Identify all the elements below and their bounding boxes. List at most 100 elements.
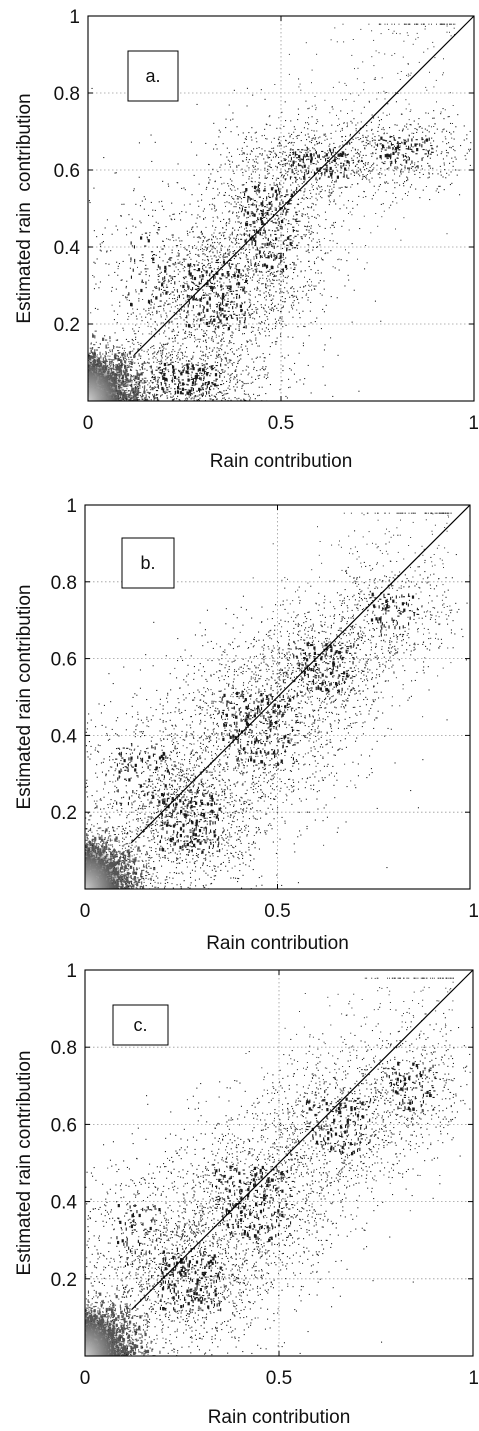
scatter-point <box>359 175 361 177</box>
scatter-point <box>264 98 266 100</box>
scatter-point <box>218 312 220 314</box>
scatter-point <box>200 230 202 232</box>
scatter-point <box>177 342 179 344</box>
scatter-point <box>218 243 220 245</box>
scatter-point <box>251 308 253 310</box>
scatter-point <box>329 240 331 242</box>
scatter-point <box>337 164 339 166</box>
scatter-point <box>248 206 250 208</box>
scatter-point <box>172 395 174 397</box>
scatter-point <box>227 373 229 375</box>
scatter-point <box>255 161 257 163</box>
scatter-point <box>207 256 209 258</box>
scatter-point <box>411 139 413 141</box>
scatter-point <box>183 266 185 268</box>
scatter-point <box>210 354 212 356</box>
scatter-point <box>134 376 136 378</box>
scatter-point <box>379 177 381 179</box>
scatter-point <box>386 155 388 160</box>
scatter-point <box>245 254 247 256</box>
scatter-point <box>382 163 384 165</box>
scatter-point <box>202 368 205 372</box>
scatter-point <box>170 293 172 295</box>
scatter-point <box>293 295 295 297</box>
scatter-point <box>280 253 282 257</box>
scatter-point <box>323 168 326 170</box>
scatter-point <box>368 170 370 172</box>
scatter-point <box>322 259 324 261</box>
scatter-point <box>197 249 199 251</box>
scatter-point <box>201 363 203 365</box>
scatter-point <box>182 354 184 356</box>
scatter-point <box>384 140 388 142</box>
scatter-point <box>194 288 198 290</box>
scatter-point <box>450 147 452 149</box>
scatter-point <box>255 255 257 257</box>
scatter-point <box>188 324 191 328</box>
scatter-point <box>198 399 200 401</box>
scatter-point <box>297 198 299 200</box>
scatter-point <box>446 143 448 145</box>
scatter-point <box>302 345 304 347</box>
scatter-point <box>242 205 244 207</box>
scatter-point <box>135 396 138 400</box>
scatter-point <box>290 157 292 161</box>
scatter-point <box>118 346 121 348</box>
scatter-point <box>289 176 291 180</box>
scatter-point <box>265 264 269 268</box>
scatter-point <box>394 166 396 168</box>
scatter-point <box>189 203 191 205</box>
scatter-point <box>427 162 429 164</box>
scatter-point <box>128 351 131 355</box>
scatter-point <box>237 198 239 200</box>
scatter-point <box>281 175 283 177</box>
scatter-point <box>142 368 144 370</box>
scatter-point <box>252 204 254 206</box>
scatter-point <box>318 170 321 172</box>
scatter-point <box>265 335 267 337</box>
scatter-point <box>415 169 417 171</box>
scatter-point <box>401 141 403 143</box>
scatter-point <box>215 209 217 211</box>
scatter-point <box>223 371 225 373</box>
scatter-point <box>219 281 221 283</box>
scatter-point <box>274 275 276 277</box>
scatter-point <box>223 376 225 378</box>
scatter-point <box>191 358 193 360</box>
scatter-point <box>310 157 313 161</box>
scatter-point <box>188 363 190 365</box>
scatter-point <box>141 393 143 397</box>
scatter-point <box>459 194 461 196</box>
scatter-point <box>384 182 386 184</box>
scatter-point <box>151 371 153 375</box>
scatter-point <box>238 211 240 213</box>
scatter-point <box>253 256 255 258</box>
scatter-point <box>213 268 215 270</box>
scatter-point <box>266 210 269 212</box>
scatter-point <box>313 285 315 287</box>
scatter-point <box>266 217 268 219</box>
scatter-point <box>301 297 303 299</box>
scatter-point <box>278 141 280 143</box>
scatter-point <box>142 260 144 262</box>
scatter-point <box>166 389 169 391</box>
scatter-point <box>163 332 165 334</box>
scatter-point <box>162 353 164 355</box>
scatter-point <box>315 122 317 124</box>
scatter-point <box>216 259 219 261</box>
scatter-point <box>168 327 170 329</box>
scatter-point <box>223 235 225 237</box>
scatter-point <box>277 224 279 226</box>
scatter-point <box>202 297 204 299</box>
scatter-point <box>284 357 286 359</box>
scatter-point <box>213 283 215 285</box>
scatter-point <box>144 362 147 364</box>
scatter-point <box>267 173 269 175</box>
scatter-point <box>214 205 216 207</box>
scatter-point <box>181 264 183 266</box>
scatter-point <box>328 204 330 206</box>
scatter-point <box>218 348 220 350</box>
scatter-point <box>131 388 133 390</box>
scatter-point <box>166 353 168 355</box>
scatter-point <box>181 240 183 242</box>
